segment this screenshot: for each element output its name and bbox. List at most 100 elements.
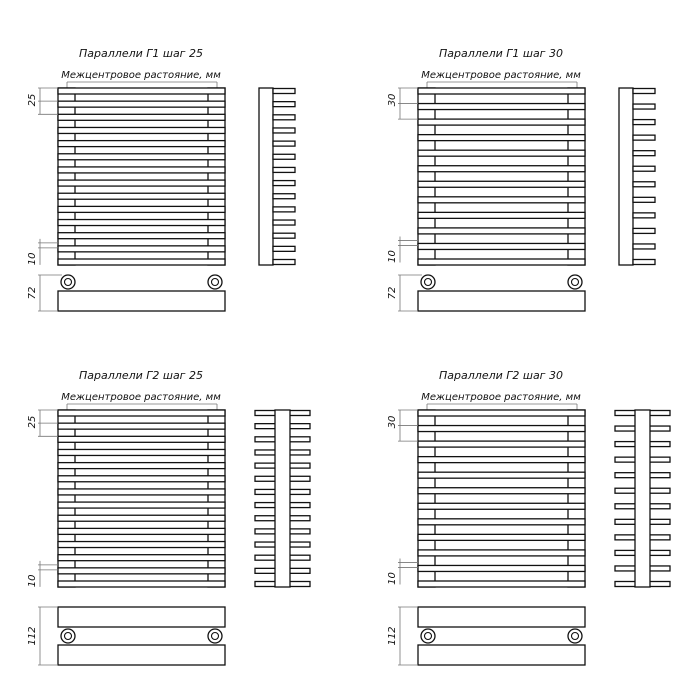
horizontal-bar	[57, 422, 226, 430]
side-fin	[632, 165, 656, 172]
horizontal-bar	[57, 461, 226, 470]
horizontal-bar	[417, 102, 586, 111]
pipe-circle	[570, 277, 580, 287]
horizontal-bar	[57, 139, 226, 148]
horizontal-bar	[57, 232, 226, 240]
horizontal-bar	[57, 540, 226, 549]
side-fin	[272, 153, 296, 160]
side-fin	[272, 206, 296, 213]
horizontal-bar	[417, 133, 586, 142]
horizontal-bar	[57, 113, 226, 121]
horizontal-bar	[417, 118, 586, 126]
horizontal-bar	[417, 487, 586, 495]
side-collector	[274, 409, 291, 588]
horizontal-bar	[417, 409, 586, 417]
bottom-bar-front	[57, 606, 226, 628]
horizontal-bar	[57, 514, 226, 522]
pipe-circle	[570, 631, 580, 641]
left-collector	[417, 87, 436, 266]
side-fin	[272, 258, 296, 266]
side-fin	[272, 232, 296, 239]
horizontal-bar	[57, 475, 226, 483]
bottom-bar-back	[417, 644, 586, 666]
pitch-dimension-label: 25	[27, 94, 38, 107]
horizontal-bar	[417, 87, 586, 95]
depth-dimension-label: 72	[387, 287, 398, 300]
horizontal-bar	[57, 567, 226, 575]
gap-dimension-label: 10	[387, 572, 398, 585]
right-collector	[567, 87, 586, 266]
bottom-bar	[57, 290, 226, 312]
right-collector	[567, 409, 586, 588]
pitch-dimension-label: 25	[27, 416, 38, 429]
bottom-bar-front	[417, 606, 586, 628]
horizontal-bar	[417, 211, 586, 220]
horizontal-bar	[57, 100, 226, 108]
horizontal-bar	[57, 87, 226, 95]
panel-title: Параллели Г1 шаг 25	[79, 47, 203, 60]
panel-title: Параллели Г2 шаг 25	[79, 369, 203, 382]
horizontal-bar	[417, 564, 586, 573]
center-distance-label: Межцентровое растояние, мм	[61, 70, 221, 81]
horizontal-bar	[417, 196, 586, 204]
horizontal-bar	[417, 502, 586, 510]
gap-dimension-label: 10	[387, 250, 398, 263]
side-collector	[258, 87, 274, 266]
center-distance-label: Межцентровое растояние, мм	[61, 392, 221, 403]
pipe-circle	[423, 631, 433, 641]
horizontal-bar	[57, 527, 226, 536]
horizontal-bar	[417, 227, 586, 235]
side-fin	[632, 103, 656, 110]
horizontal-bar	[417, 455, 586, 464]
pipe-circle	[210, 277, 220, 287]
panel-title: Параллели Г2 шаг 30	[439, 369, 563, 382]
horizontal-bar	[417, 440, 586, 448]
radiator-panel: Параллели Г2 шаг 25 Межцентровое растояни…	[27, 369, 311, 666]
horizontal-bar	[417, 533, 586, 542]
side-fin	[272, 219, 296, 226]
horizontal-bar	[57, 448, 226, 457]
side-fin	[272, 166, 296, 174]
horizontal-bar	[57, 205, 226, 214]
horizontal-bar	[417, 242, 586, 251]
horizontal-bar	[417, 471, 586, 479]
left-collector	[417, 409, 436, 588]
horizontal-bar	[417, 580, 586, 588]
side-fin	[632, 212, 656, 219]
horizontal-bar	[417, 165, 586, 173]
horizontal-bar	[417, 258, 586, 266]
horizontal-bar	[57, 245, 226, 253]
horizontal-bar	[417, 180, 586, 188]
horizontal-bar	[57, 554, 226, 562]
side-fin	[272, 179, 296, 187]
side-fin	[272, 245, 296, 252]
side-fin	[272, 114, 296, 121]
side-fin	[272, 127, 296, 134]
horizontal-bar	[57, 126, 226, 135]
horizontal-bar	[57, 218, 226, 227]
horizontal-bar	[57, 435, 226, 443]
horizontal-bar	[417, 518, 586, 526]
side-fin	[632, 243, 656, 250]
panel-title: Параллели Г1 шаг 30	[439, 47, 563, 60]
bottom-bar	[417, 290, 586, 312]
horizontal-bar	[57, 501, 226, 509]
side-fin	[632, 181, 656, 188]
side-fin	[272, 101, 296, 108]
pipe-circle	[63, 277, 73, 287]
side-collector	[634, 409, 651, 588]
gap-dimension-label: 10	[27, 574, 38, 587]
horizontal-bar	[417, 549, 586, 557]
horizontal-bar	[57, 258, 226, 266]
radiator-panel: Параллели Г1 шаг 30 Межцентровое растояни…	[387, 47, 656, 312]
pitch-dimension-label: 30	[387, 416, 398, 429]
side-fin	[272, 193, 296, 200]
horizontal-bar	[57, 580, 226, 588]
depth-dimension-label: 112	[27, 626, 38, 645]
pipe-circle	[63, 631, 73, 641]
horizontal-bar	[57, 409, 226, 417]
radiator-panel: Параллели Г2 шаг 30 Межцентровое растояни…	[387, 369, 671, 666]
radiator-panel: Параллели Г1 шаг 25 Межцентровое растояни…	[27, 47, 296, 312]
horizontal-bar	[57, 192, 226, 200]
